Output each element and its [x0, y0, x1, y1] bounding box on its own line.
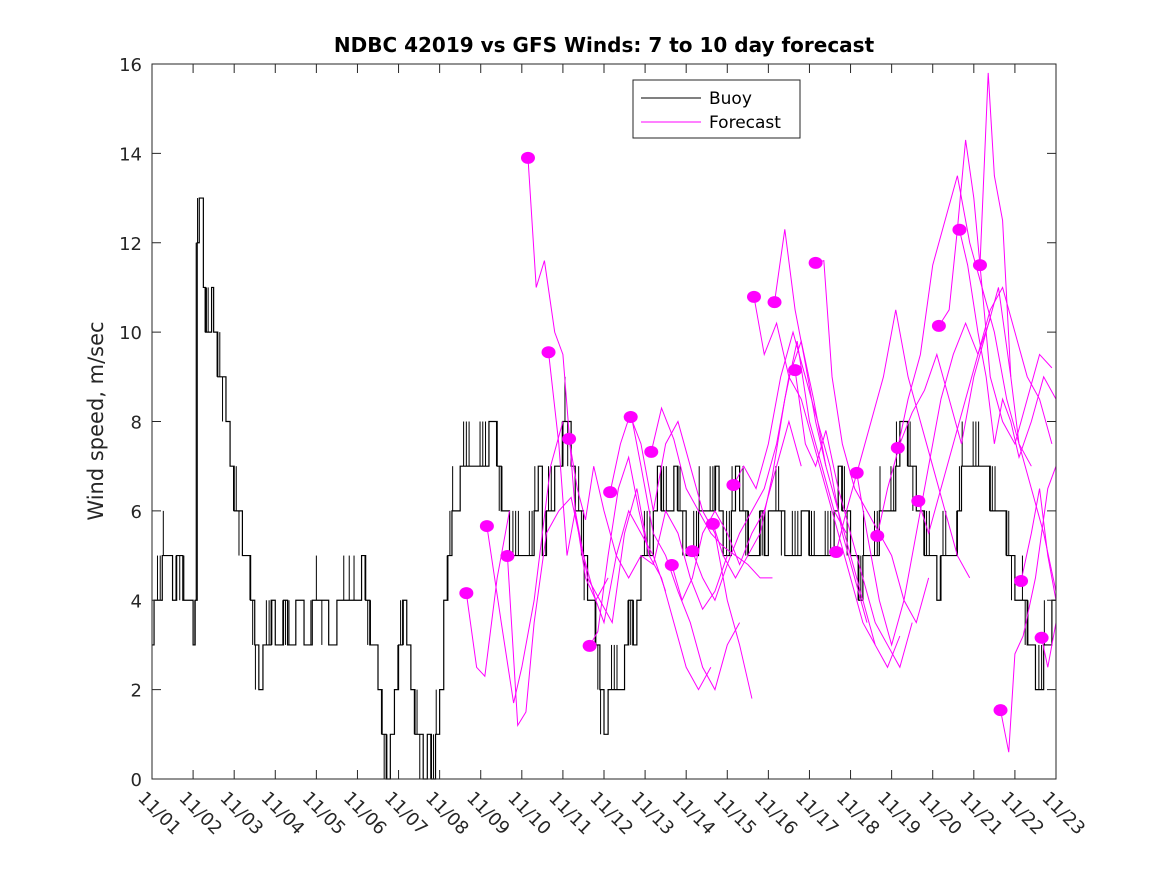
buoy-series: [152, 197, 1056, 780]
y-tick-label: 4: [131, 591, 142, 612]
forecast-line: [712, 340, 847, 579]
forecast-start-marker: [500, 550, 515, 563]
forecast-start-marker: [664, 558, 679, 571]
forecast-start-marker: [952, 223, 967, 236]
forecast-line: [774, 229, 901, 669]
y-tick-label: 16: [119, 55, 142, 76]
y-axis-label: Wind speed, m/sec: [84, 321, 108, 520]
legend-label-buoy: Buoy: [709, 89, 752, 109]
forecast-line: [568, 438, 728, 611]
forecast-start-marker: [767, 296, 782, 309]
forecast-line: [732, 330, 868, 623]
forecast-start-marker: [685, 545, 700, 558]
forecast-line: [794, 370, 913, 669]
forecast-series: [459, 72, 1057, 753]
forecast-line: [958, 229, 1057, 460]
forecast-start-marker: [788, 364, 803, 377]
forecast-start-marker: [829, 545, 844, 558]
y-tick-label: 6: [131, 502, 142, 523]
forecast-line: [979, 72, 1057, 592]
chart-title: NDBC 42019 vs GFS Winds: 7 to 10 day for…: [334, 33, 875, 57]
forecast-line: [917, 286, 1053, 535]
forecast-start-marker: [623, 411, 638, 424]
legend[interactable]: Buoy Forecast: [632, 79, 801, 139]
forecast-start-marker: [644, 445, 659, 458]
forecast-start-marker: [808, 256, 823, 269]
forecast-start-marker: [520, 151, 535, 164]
forecast-start-marker: [726, 478, 741, 491]
forecast-start-marker: [911, 495, 926, 508]
forecast-start-marker: [746, 290, 761, 303]
forecast-start-marker: [972, 259, 987, 272]
forecast-line: [589, 455, 712, 691]
forecast-start-marker: [870, 529, 885, 542]
y-tick-label: 12: [119, 234, 142, 255]
forecast-start-marker: [562, 432, 577, 445]
forecast-start-marker: [890, 441, 905, 454]
forecast-line: [630, 416, 753, 699]
legend-box: [632, 79, 801, 139]
y-tick-label: 14: [119, 144, 142, 165]
y-tick-label: 10: [119, 323, 142, 344]
forecast-line: [548, 352, 667, 625]
legend-label-forecast: Forecast: [709, 113, 781, 133]
forecast-start-marker: [931, 319, 946, 332]
forecast-line: [527, 157, 650, 625]
forecast-line: [897, 175, 1032, 467]
y-tick-label: 2: [131, 681, 142, 702]
forecast-line: [938, 139, 1053, 446]
y-tick-label: 0: [131, 770, 142, 791]
forecast-start-marker: [1014, 575, 1029, 588]
forecast-start-marker: [459, 587, 474, 600]
forecast-line: [1020, 488, 1057, 601]
forecast-line: [650, 406, 773, 579]
forecast-line: [1000, 466, 1057, 753]
forecast-line: [1041, 622, 1057, 668]
forecast-start-marker: [993, 704, 1008, 717]
forecast-start-marker: [1034, 631, 1049, 644]
y-tick-label: 8: [131, 413, 142, 434]
forecast-line: [506, 496, 609, 727]
forecast-start-marker: [479, 520, 494, 533]
forecast-start-marker: [541, 346, 556, 359]
forecast-start-marker: [582, 639, 597, 652]
forecast-start-marker: [705, 517, 720, 530]
y-axis: 0 2 4 6 8 10 12 14 16: [119, 55, 1056, 791]
forecast-start-marker: [603, 486, 618, 499]
forecast-line: [486, 421, 564, 704]
forecast-line: [753, 296, 876, 646]
forecast-start-marker: [849, 466, 864, 479]
forecast-line: [815, 259, 930, 624]
